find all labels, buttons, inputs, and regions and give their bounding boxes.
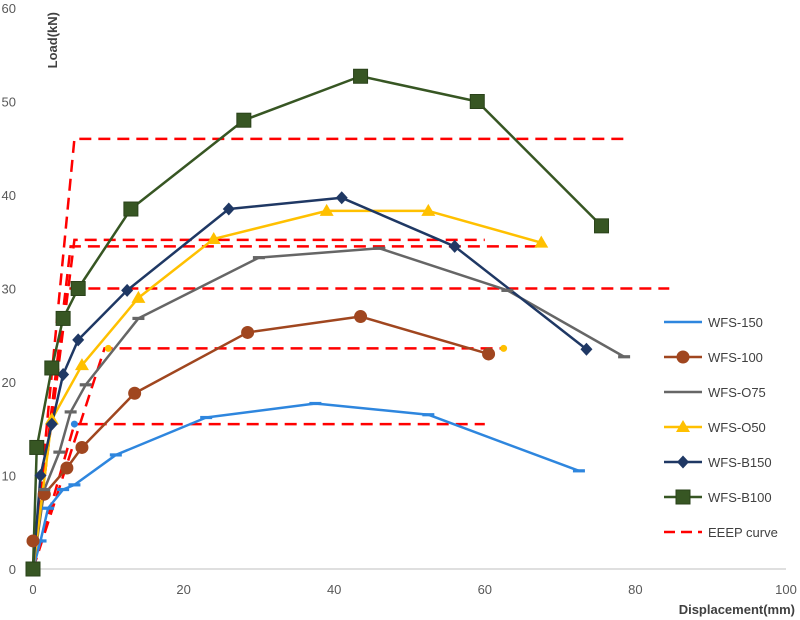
legend-marker-wfs-o50 (676, 420, 690, 432)
wfs-o75-point (618, 355, 631, 359)
wfs-b100-point (236, 112, 252, 128)
series-markers (25, 68, 631, 577)
y-tick-label: 60 (2, 1, 16, 16)
wfs-b150-point (45, 417, 58, 431)
y-tick-label: 10 (2, 469, 16, 484)
y-tick-label: 30 (2, 282, 16, 297)
x-tick-label: 80 (628, 582, 642, 597)
wfs-100-point (482, 347, 496, 361)
wfs-b150-point (335, 191, 348, 205)
y-tick-label: 0 (9, 562, 16, 577)
eeep-curve-segment (31, 422, 485, 570)
legend-label-wfs-b100: WFS-B100 (708, 490, 772, 505)
y-tick-label: 40 (2, 188, 16, 203)
legend-marker-wfs-b100 (675, 489, 691, 505)
extra-point (500, 344, 508, 352)
series-lines (31, 75, 625, 570)
wfs-100-point (241, 325, 255, 339)
x-tick-label: 0 (29, 582, 36, 597)
wfs-o75-point (53, 450, 66, 454)
wfs-o50-point (206, 231, 221, 244)
wfs-b100-point (29, 439, 45, 455)
eeep-curve-segment (31, 347, 504, 570)
wfs-o75-point (64, 410, 77, 414)
extra-point (70, 420, 78, 428)
axes: 0 10 20 30 40 50 60 0 20 40 60 80 100 (2, 1, 797, 597)
eeep-curve-segment (31, 137, 625, 570)
wfs-b100-point (353, 68, 369, 84)
wfs-o75-point (79, 383, 92, 387)
wfs-b150-point (121, 283, 134, 297)
wfs-100-point (128, 386, 142, 400)
wfs-b150-point (448, 239, 461, 253)
legend-marker-wfs-b150 (677, 455, 689, 469)
wfs-b150-point (57, 368, 70, 382)
wfs-b150-point (72, 333, 85, 347)
x-tick-label: 40 (327, 582, 341, 597)
wfs-o50-point (534, 235, 549, 248)
legend: WFS-150 WFS-100 WFS-O75 WFS-O50 WFS-B150 WFS-… (664, 315, 778, 540)
wfs-150-point (68, 483, 81, 487)
wfs-o50-line (31, 209, 542, 570)
y-axis-title: Load(kN) (45, 12, 60, 68)
wfs-b150-point (580, 342, 593, 356)
wfs-o50-point (319, 203, 334, 216)
wfs-b100-point (44, 360, 60, 376)
x-tick-label: 20 (176, 582, 190, 597)
y-tick-label: 50 (2, 95, 16, 110)
wfs-b150-line (31, 196, 588, 570)
eeep-curve-segment (31, 245, 538, 570)
wfs-b100-point (594, 218, 610, 234)
legend-label-wfs-o75: WFS-O75 (708, 385, 766, 400)
wfs-o75-point (373, 246, 386, 250)
wfs-100-point (75, 440, 89, 454)
x-tick-label: 100 (775, 582, 797, 597)
wfs-b100-point (25, 561, 41, 577)
wfs-o75-point (132, 316, 145, 321)
wfs-150-point (57, 487, 70, 492)
wfs-b100-point (123, 201, 139, 217)
wfs-150-point (572, 469, 585, 473)
wfs-150-line (31, 402, 580, 570)
wfs-o75-point (38, 487, 51, 492)
wfs-o50-point (131, 290, 146, 303)
wfs-100-line (31, 315, 489, 542)
wfs-b150-point (34, 469, 47, 482)
eeep-curve-segment (31, 287, 670, 570)
wfs-o75-line (31, 247, 625, 570)
legend-marker-wfs-100 (676, 350, 690, 364)
legend-label-wfs-o50: WFS-O50 (708, 420, 766, 435)
wfs-o75-point (501, 288, 514, 292)
wfs-o50-point (74, 358, 89, 371)
x-tick-label: 60 (478, 582, 492, 597)
wfs-o75-point (252, 256, 265, 260)
x-axis-title: Displacement(mm) (679, 602, 795, 617)
wfs-b100-point (55, 310, 71, 326)
y-tick-label: 20 (2, 375, 16, 390)
wfs-o50-point (421, 203, 436, 216)
legend-label-wfs-150: WFS-150 (708, 315, 763, 330)
wfs-150-point (422, 413, 435, 417)
wfs-b100-point (469, 94, 485, 109)
wfs-150-point (34, 539, 47, 543)
legend-label-eeep-curve: EEEP curve (708, 525, 778, 540)
wfs-b100-line (31, 75, 603, 570)
eeep-curve-segment (31, 238, 485, 570)
wfs-100-point (354, 310, 368, 324)
wfs-b150-point (222, 202, 235, 216)
wfs-100-point (26, 534, 40, 548)
legend-label-wfs-100: WFS-100 (708, 350, 763, 365)
wfs-150-point (200, 415, 213, 420)
wfs-100-point (60, 461, 74, 475)
legend-label-wfs-b150: WFS-B150 (708, 455, 772, 470)
extra-point (104, 344, 112, 352)
wfs-150-point (309, 401, 322, 406)
wfs-150-point (109, 453, 122, 457)
wfs-150-point (42, 506, 55, 510)
wfs-b100-point (70, 281, 86, 296)
